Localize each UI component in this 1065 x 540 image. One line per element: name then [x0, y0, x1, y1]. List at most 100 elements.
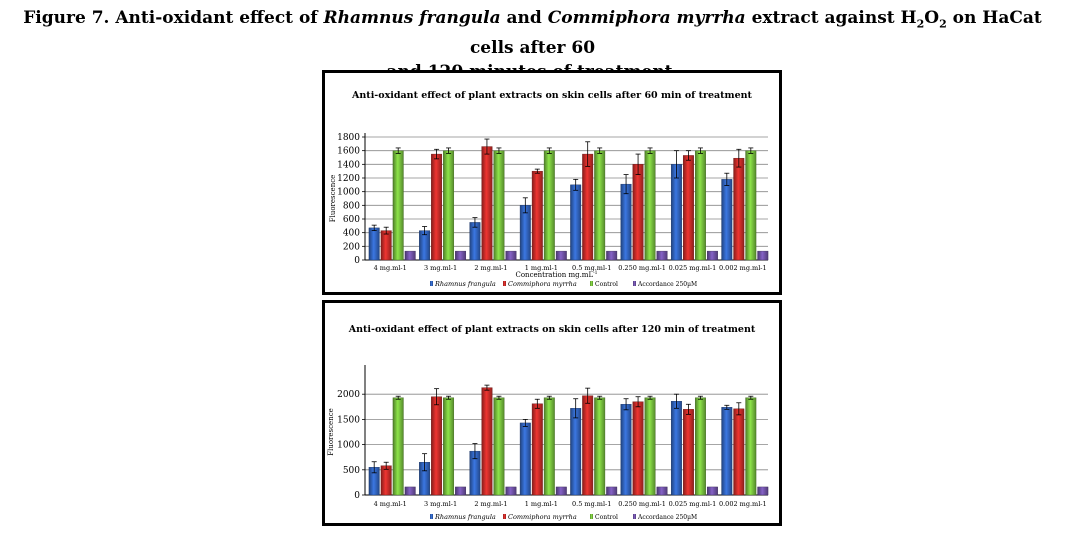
c120-y-tick-label: 500 — [343, 466, 360, 476]
c120-bar — [431, 396, 443, 496]
c120-bar — [694, 397, 706, 496]
c60-bar — [757, 250, 769, 261]
caption-text: Figure 7. Anti-oxidant effect of — [23, 8, 324, 28]
c60-legend-swatch — [633, 281, 636, 286]
c60-bar — [368, 227, 380, 261]
c120-legend-label: Accordance 250µM — [637, 514, 697, 521]
c60-legend-label: Commiphora myrrha — [508, 280, 577, 288]
c60-x-tick-label: 0.250 mg.ml-1 — [618, 264, 666, 272]
c60-bar — [543, 150, 555, 261]
c60-bar — [606, 250, 618, 261]
caption-line-1: Figure 7. Anti-oxidant effect of Rhamnus… — [0, 6, 1065, 60]
c60-y-tick-label: 1200 — [337, 174, 360, 184]
c120-y-tick-label: 0 — [354, 491, 360, 501]
chart-120-min: Anti-oxidant effect of plant extracts on… — [322, 300, 782, 526]
caption-text: and — [500, 8, 548, 28]
c60-x-tick-label: 0.025 mg.ml-1 — [669, 264, 717, 272]
c120-bar — [632, 401, 644, 496]
c60-bar — [404, 250, 416, 261]
c60-legend-swatch — [430, 281, 433, 286]
c60-y-tick-label: 0 — [354, 256, 360, 266]
c60-bar — [519, 205, 531, 261]
c120-legend-label: Rhamnus frangula — [434, 513, 496, 521]
c60-x-tick-label: 0.002 mg.ml-1 — [719, 264, 767, 272]
c120-bar — [392, 397, 404, 496]
c60-x-tick-label: 1 mg.ml-1 — [525, 264, 558, 272]
c120-bar — [582, 395, 594, 496]
c60-bar — [632, 164, 644, 261]
c60-bar — [745, 150, 757, 261]
c60-bar — [706, 250, 718, 261]
c60-bar — [582, 153, 594, 261]
c60-bar — [555, 250, 567, 261]
c60-x-tick-label: 4 mg.ml-1 — [374, 264, 407, 272]
c120-legend-swatch — [430, 514, 433, 519]
c60-x-axis-label-superscript: -1 — [593, 270, 598, 276]
c60-bar — [570, 184, 582, 261]
c120-x-tick-label: 2 mg.ml-1 — [474, 500, 507, 508]
c60-legend-swatch — [590, 281, 593, 286]
c60-legend-label: Rhamnus frangula — [434, 280, 496, 288]
c60-legend-label: Accordance 250µM — [637, 281, 697, 288]
c120-bar — [706, 486, 718, 496]
c60-y-axis-label: Fluorescence — [329, 175, 337, 223]
c120-x-tick-label: 0.002 mg.ml-1 — [719, 500, 767, 508]
c60-bar — [594, 150, 606, 261]
c120-y-tick-label: 2000 — [337, 390, 360, 400]
c120-bar — [455, 486, 467, 496]
c60-y-tick-label: 1600 — [337, 147, 360, 157]
c120-y-tick-label: 1500 — [337, 415, 360, 425]
c120-bar — [721, 407, 733, 496]
c60-y-tick-label: 600 — [343, 215, 360, 225]
figure-caption: Figure 7. Anti-oxidant effect of Rhamnus… — [0, 6, 1065, 84]
c120-legend-swatch — [590, 514, 593, 519]
c120-bar — [656, 486, 668, 496]
c120-title: Anti-oxidant effect of plant extracts on… — [348, 324, 756, 335]
c60-y-tick-label: 1400 — [337, 160, 360, 170]
c120-bar — [543, 397, 555, 496]
c120-bar — [682, 409, 694, 496]
c120-bar — [493, 397, 505, 496]
c120-bar — [644, 397, 656, 496]
chart-120-min-svg: Anti-oxidant effect of plant extracts on… — [327, 324, 769, 521]
chart-60-min-svg: Anti-oxidant effect of plant extracts on… — [329, 90, 769, 288]
c120-bar — [380, 465, 392, 496]
caption-subscript: 2 — [939, 17, 947, 31]
c120-bar — [531, 403, 543, 496]
c60-bar — [481, 146, 493, 261]
c60-bar — [443, 150, 455, 261]
c120-x-tick-label: 3 mg.ml-1 — [424, 500, 457, 508]
c60-legend-swatch — [503, 281, 506, 286]
c120-legend-label: Commiphora myrrha — [508, 513, 577, 521]
c60-bar — [721, 179, 733, 261]
c60-legend-label: Control — [595, 281, 618, 288]
c60-bar — [505, 250, 517, 261]
c60-x-tick-label: 0.5 mg.ml-1 — [572, 264, 611, 272]
c60-y-tick-label: 1800 — [337, 133, 360, 143]
c120-x-tick-label: 0.250 mg.ml-1 — [618, 500, 666, 508]
c60-bar — [670, 164, 682, 261]
c120-bar — [555, 486, 567, 496]
c120-x-tick-label: 0.025 mg.ml-1 — [669, 500, 717, 508]
caption-subscript: 2 — [916, 17, 925, 31]
c120-bar — [606, 486, 618, 496]
c120-bar — [757, 486, 769, 496]
c120-bar — [670, 401, 682, 496]
c60-bar — [531, 170, 543, 261]
c120-bar — [594, 397, 606, 496]
c120-bar — [505, 486, 517, 496]
c120-bar — [519, 422, 531, 496]
c120-bar — [733, 408, 745, 496]
c60-bar — [392, 150, 404, 261]
c120-legend-swatch — [503, 514, 506, 519]
c120-y-axis-label: Fluorescence — [327, 408, 335, 456]
c120-legend-swatch — [633, 514, 636, 519]
caption-text: O — [924, 8, 940, 28]
c60-x-tick-label: 3 mg.ml-1 — [424, 264, 457, 272]
c120-bar — [620, 404, 632, 496]
chart-60-min: Anti-oxidant effect of plant extracts on… — [322, 70, 782, 295]
c60-x-axis-label: Concentration mg.mL-1 — [515, 270, 597, 279]
c60-bar — [493, 150, 505, 261]
c60-bar — [644, 150, 656, 261]
c60-bar — [431, 153, 443, 261]
